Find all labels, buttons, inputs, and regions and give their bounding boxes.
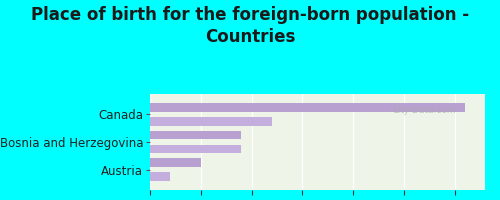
Bar xyxy=(150,145,242,153)
Text: Place of birth for the foreign-born population -
Countries: Place of birth for the foreign-born popu… xyxy=(31,6,469,46)
Bar xyxy=(150,103,464,112)
Text: City-Data.com: City-Data.com xyxy=(392,106,456,115)
Bar xyxy=(150,158,201,167)
Bar xyxy=(150,131,242,139)
Bar xyxy=(150,172,171,181)
Bar xyxy=(150,117,272,126)
